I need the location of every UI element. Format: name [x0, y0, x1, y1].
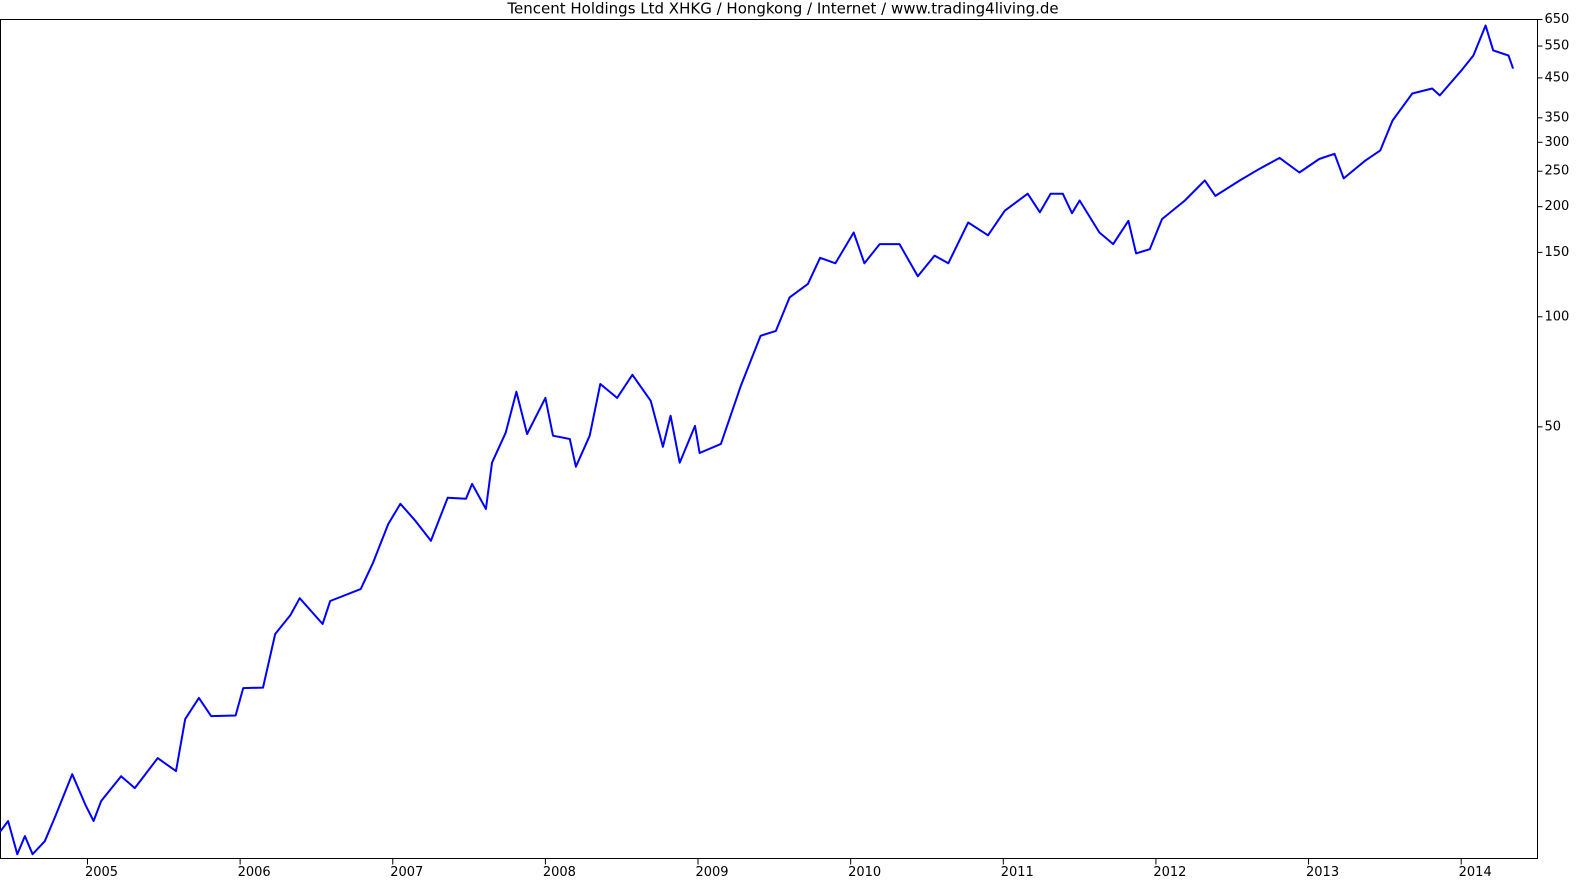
y-tick-label: 650 — [1545, 12, 1570, 27]
x-tick-label: 2009 — [695, 865, 728, 880]
x-tick-label: 2008 — [543, 865, 576, 880]
x-tick-label: 2012 — [1153, 865, 1186, 880]
x-tick-label: 2006 — [238, 865, 271, 880]
y-tick-label: 550 — [1545, 39, 1570, 54]
x-tick-label: 2014 — [1459, 865, 1492, 880]
y-tick-label: 250 — [1545, 164, 1570, 179]
x-tick-label: 2011 — [1001, 865, 1034, 880]
y-tick-label: 100 — [1545, 309, 1570, 324]
y-tick-label: 300 — [1545, 135, 1570, 150]
y-tick-label: 50 — [1545, 419, 1562, 434]
y-tick-label: 150 — [1545, 245, 1570, 260]
x-tick-label: 2013 — [1306, 865, 1339, 880]
x-tick-label: 2005 — [85, 865, 118, 880]
x-tick-label: 2010 — [848, 865, 881, 880]
y-tick-label: 450 — [1545, 70, 1570, 85]
plot-frame — [0, 19, 1538, 859]
price-line — [0, 24, 1515, 856]
y-tick-label: 350 — [1545, 110, 1570, 125]
x-tick-label: 2007 — [390, 865, 423, 880]
chart-title: Tencent Holdings Ltd XHKG / Hongkong / I… — [506, 0, 1058, 18]
y-tick-label: 200 — [1545, 199, 1570, 214]
